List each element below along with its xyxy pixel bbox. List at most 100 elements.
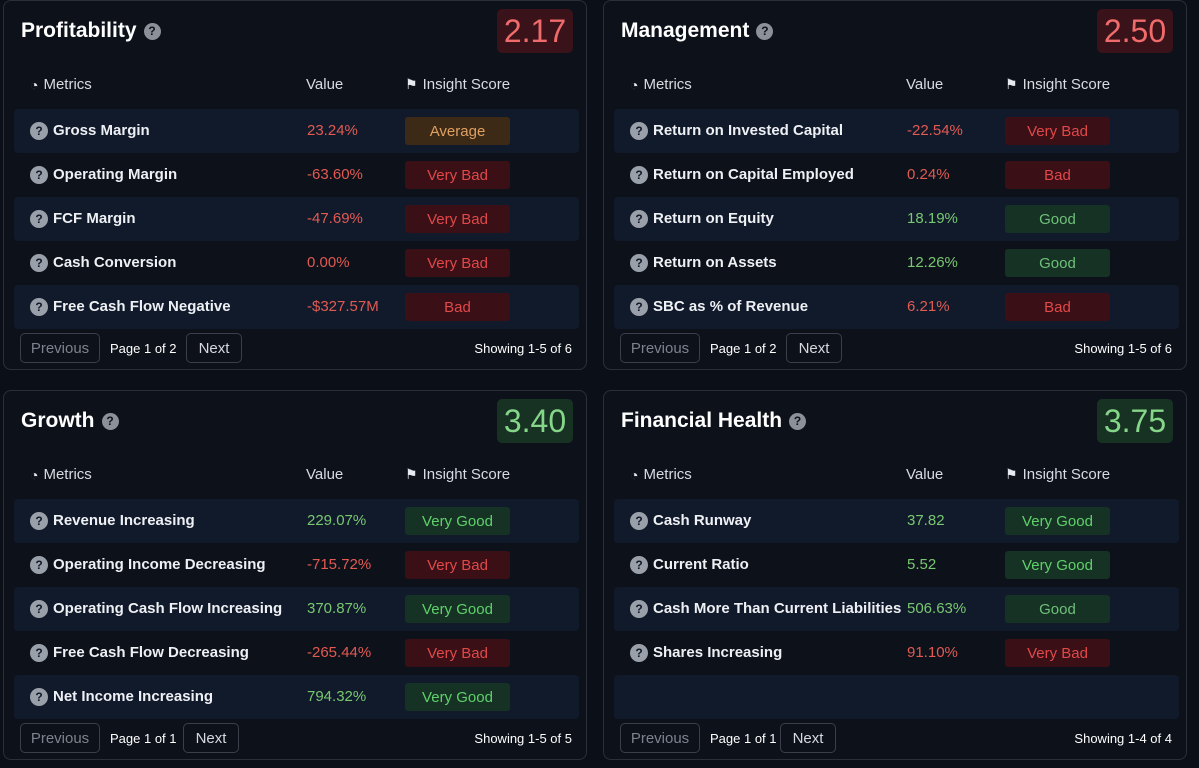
table-header: ◔ Metrics Value ⚑ Insight Score [30,76,511,93]
help-icon[interactable]: ? [143,22,161,40]
previous-button[interactable]: Previous [20,333,100,363]
help-icon[interactable]: ? [630,644,648,662]
table-row: ? Revenue Increasing 229.07% Very Good [14,499,579,543]
table-row: ? Gross Margin 23.24% Average [14,109,579,153]
page-label: Page 1 of 1 [710,731,777,746]
help-icon[interactable]: ? [630,166,648,184]
table-row: ? Free Cash Flow Decreasing -265.44% Ver… [14,631,579,675]
help-icon[interactable]: ? [30,122,48,140]
gauge-icon: ◔ [630,76,639,93]
card-title: Profitability ? [21,19,161,43]
metric-value: 18.19% [907,210,958,227]
insight-badge: Good [1005,249,1110,277]
help-icon[interactable]: ? [30,556,48,574]
table-row: ? FCF Margin -47.69% Very Bad [14,197,579,241]
pagination: Previous Page 1 of 1 Next Showing 1-4 of… [618,723,1172,755]
metric-name: SBC as % of Revenue [653,298,809,315]
metric-name: Free Cash Flow Negative [53,298,231,315]
table-row: ? Current Ratio 5.52 Very Good [614,543,1179,587]
insight-badge: Very Good [1005,507,1110,535]
table-header: ◔ Metrics Value ⚑ Insight Score [30,466,511,483]
help-icon[interactable]: ? [756,22,774,40]
card-management: Management ? 2.50 ◔ Metrics Value ⚑ Insigh… [603,0,1187,370]
metric-name: FCF Margin [53,210,136,227]
insight-badge: Bad [1005,293,1110,321]
table-row: ? Operating Margin -63.60% Very Bad [14,153,579,197]
next-button[interactable]: Next [183,723,239,753]
score-badge: 3.40 [497,399,573,443]
metric-name: Gross Margin [53,122,150,139]
flag-icon: ⚑ [405,76,418,92]
metric-value: 91.10% [907,644,958,661]
help-icon[interactable]: ? [630,512,648,530]
table-row: ? Return on Capital Employed 0.24% Bad [614,153,1179,197]
next-button[interactable]: Next [786,333,842,363]
help-icon[interactable]: ? [30,644,48,662]
metric-value: -22.54% [907,122,963,139]
showing-count: Showing 1-5 of 6 [1074,341,1172,356]
help-icon[interactable]: ? [789,412,807,430]
metric-name: Cash More Than Current Liabilities [653,600,902,617]
previous-button[interactable]: Previous [620,723,700,753]
card-title: Management ? [621,19,774,43]
help-icon[interactable]: ? [101,412,119,430]
metric-value: 0.24% [907,166,950,183]
gauge-icon: ◔ [30,76,39,93]
help-icon[interactable]: ? [630,298,648,316]
help-icon[interactable]: ? [30,166,48,184]
help-icon[interactable]: ? [30,210,48,228]
table-row: ? Return on Equity 18.19% Good [614,197,1179,241]
help-icon[interactable]: ? [30,600,48,618]
table-header: ◔ Metrics Value ⚑ Insight Score [630,76,1111,93]
metric-name: Operating Margin [53,166,178,183]
insight-badge: Bad [1005,161,1110,189]
insight-badge: Very Good [1005,551,1110,579]
metric-value: -715.72% [307,556,372,573]
help-icon[interactable]: ? [630,556,648,574]
metric-value: 12.26% [907,254,958,271]
card-profitability: Profitability ? 2.17 ◔ Metrics Value ⚑ Ins… [3,0,587,370]
page-label: Page 1 of 2 [710,341,777,356]
next-button[interactable]: Next [186,333,242,363]
help-icon[interactable]: ? [30,512,48,530]
score-badge: 2.50 [1097,9,1173,53]
insight-badge: Very Good [405,507,510,535]
help-icon[interactable]: ? [630,254,648,272]
insight-badge: Good [1005,205,1110,233]
card-title: Growth ? [21,409,119,433]
help-icon[interactable]: ? [30,688,48,706]
gauge-icon: ◔ [30,466,39,483]
help-icon[interactable]: ? [30,298,48,316]
table-row: ? Cash More Than Current Liabilities 506… [614,587,1179,631]
next-button[interactable]: Next [780,723,836,753]
help-icon[interactable]: ? [30,254,48,272]
help-icon[interactable]: ? [630,600,648,618]
pagination: Previous Page 1 of 2 Next Showing 1-5 of… [618,333,1172,365]
page-label: Page 1 of 1 [110,731,177,746]
insight-badge: Very Bad [1005,639,1110,667]
metric-name: Return on Assets [653,254,777,271]
flag-icon: ⚑ [1005,466,1018,482]
metric-value: 23.24% [307,122,358,139]
metric-name: Operating Income Decreasing [53,556,266,573]
insight-badge: Bad [405,293,510,321]
metric-value: -47.69% [307,210,363,227]
help-icon[interactable]: ? [630,122,648,140]
metric-value: 370.87% [307,600,367,617]
flag-icon: ⚑ [1005,76,1018,92]
insight-badge: Good [1005,595,1110,623]
metric-value: 506.63% [907,600,967,617]
metric-name: Return on Capital Employed [653,166,854,183]
metric-value: 37.82 [907,512,945,529]
metric-name: Cash Conversion [53,254,177,271]
help-icon[interactable]: ? [630,210,648,228]
previous-button[interactable]: Previous [20,723,100,753]
previous-button[interactable]: Previous [620,333,700,363]
metric-value: 6.21% [907,298,950,315]
table-row: ? SBC as % of Revenue 6.21% Bad [614,285,1179,329]
metric-name: Free Cash Flow Decreasing [53,644,249,661]
insight-badge: Very Bad [405,551,510,579]
table-row: ? Operating Cash Flow Increasing 370.87%… [14,587,579,631]
metric-name: Operating Cash Flow Increasing [53,600,283,617]
insight-badge: Very Good [405,683,510,711]
